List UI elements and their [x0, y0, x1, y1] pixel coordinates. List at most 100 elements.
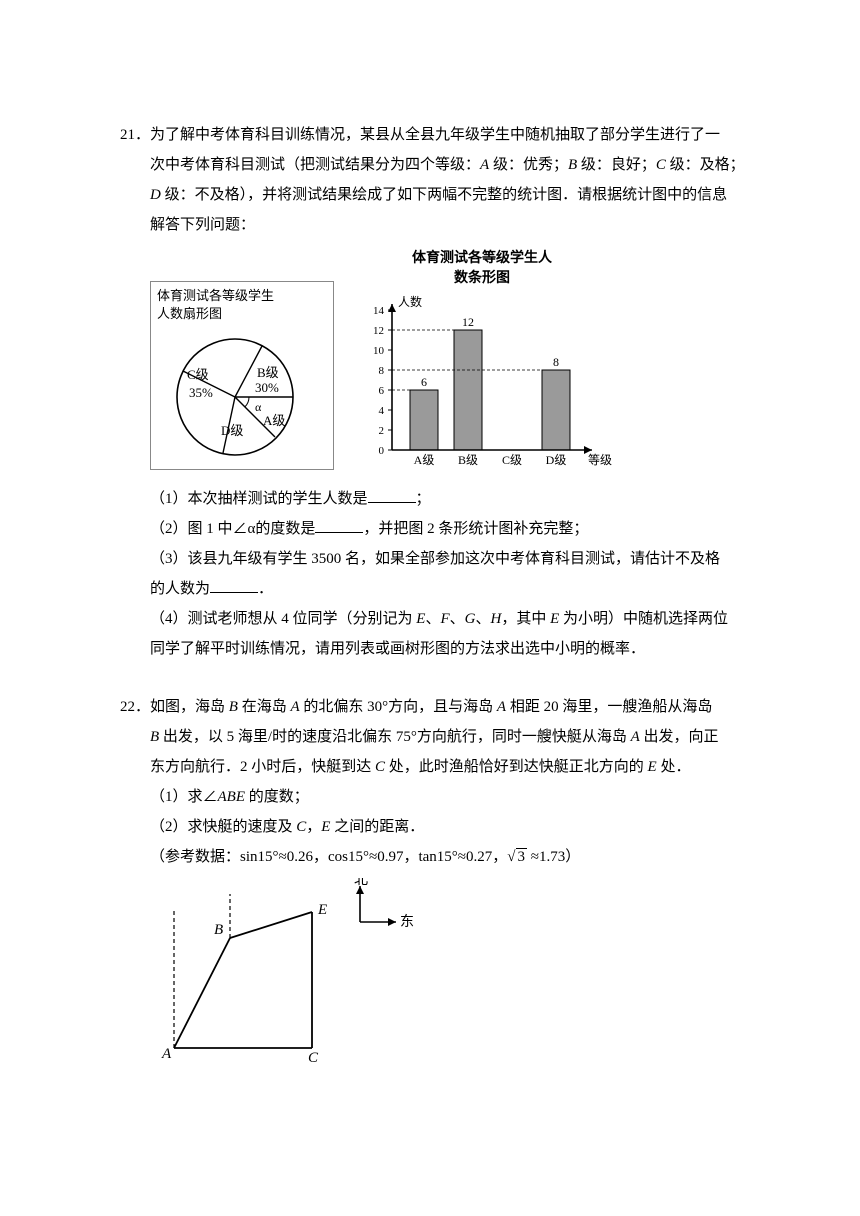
q22-a1: A [290, 699, 299, 715]
blank-3[interactable] [210, 577, 258, 593]
question-21: 21．为了解中考体育科目训练情况，某县从全县九年级学生中随机抽取了部分学生进行了… [120, 120, 760, 664]
q21-line2: 次中考体育科目测试（把测试结果分为四个等级：A 级：优秀；B 级：良好；C 级：… [120, 150, 760, 180]
grade-d-txt: 级：不及格），并将测试结果绘成了如下两幅不完整的统计图．请根据统计图中的信息 [161, 187, 727, 203]
q22-l2b: 出发，以 5 海里/时的速度沿北偏东 75°方向航行，同时一艘快艇从海岛 [159, 729, 630, 745]
sqrt3: 3 [516, 848, 528, 865]
q22-p2-tail: 之间的距离． [330, 819, 424, 835]
pie-c-label: C级 [187, 367, 209, 382]
q21-p2a: （2）图 1 中∠α的度数是 [150, 521, 315, 537]
q22-l2c: 出发，向正 [640, 729, 719, 745]
bar-chart-container: 体育测试各等级学生人 数条形图 6128 人数 等级 02468101214 A… [352, 250, 612, 470]
q22-p1-tail: 的度数； [245, 789, 309, 805]
q21-h: H [491, 611, 502, 627]
q21-p4a: （4）测试老师想从 4 位同学（分别记为 [150, 611, 416, 627]
q22-line3: 东方向航行．2 小时后，快艇到达 C 处，此时渔船恰好到达快艇正北方向的 E 处… [120, 752, 760, 782]
bar-chart-svg: 6128 人数 等级 02468101214 A级B级C级D级 [352, 290, 612, 470]
q22-l3c: 处． [657, 759, 691, 775]
q22-approx: ≈1.73） [531, 849, 580, 865]
question-22: 22．如图，海岛 B 在海岛 A 的北偏东 30°方向，且与海岛 A 相距 20… [120, 692, 760, 1068]
svg-text:D级: D级 [546, 453, 567, 467]
svg-text:8: 8 [553, 355, 559, 369]
q22-b2: B [150, 729, 159, 745]
q21-p4-mid2: 为小明）中随机选择两位 [559, 611, 728, 627]
q22-p2: （2）求快艇的速度及 [150, 819, 296, 835]
q22-line1: 22．如图，海岛 B 在海岛 A 的北偏东 30°方向，且与海岛 A 相距 20… [120, 692, 760, 722]
y-axis-label: 人数 [398, 294, 422, 309]
east-label: 东 [400, 914, 414, 930]
svg-text:12: 12 [373, 325, 384, 337]
q22-a2: A [497, 699, 506, 715]
q22-diagram: 北 东 A B C E [150, 878, 760, 1068]
pie-title1: 体育测试各等级学生 [157, 288, 327, 305]
pie-title2: 人数扇形图 [157, 306, 327, 323]
pie-b-pct: 30% [255, 380, 279, 395]
pie-chart-container: 体育测试各等级学生 人数扇形图 α B级 30% C级 3 [150, 281, 334, 471]
q21-number: 21． [120, 127, 150, 143]
svg-text:B级: B级 [458, 453, 478, 467]
q22-l1b: 在海岛 [238, 699, 291, 715]
blank-1[interactable] [368, 487, 416, 503]
q21-p2b: ，并把图 2 条形统计图补充完整； [363, 521, 588, 537]
pie-d-label: D级 [221, 423, 243, 438]
q21-e: E [416, 611, 425, 627]
q21-sub1: （1）本次抽样测试的学生人数是 ； [120, 484, 760, 514]
q22-c1: C [375, 759, 385, 775]
svg-text:8: 8 [379, 365, 385, 377]
svg-text:6: 6 [379, 385, 385, 397]
q22-c2: C [296, 819, 306, 835]
svg-text:C级: C级 [502, 453, 522, 467]
q21-p3-tail: ． [258, 581, 273, 597]
q22-e1: E [648, 759, 657, 775]
q21-sub4b: 同学了解平时训练情况，请用列表或画树形图的方法求出选中小明的概率． [120, 634, 760, 664]
q21-p3b: 的人数为 [150, 581, 210, 597]
q21-e2: E [550, 611, 559, 627]
svg-text:12: 12 [462, 315, 474, 329]
svg-text:A级: A级 [414, 453, 435, 467]
pie-a-label: A级 [263, 413, 285, 428]
bar-title1: 体育测试各等级学生人 [352, 250, 612, 268]
pt-a: A [161, 1046, 172, 1062]
q22-l1c: 的北偏东 30°方向，且与海岛 [300, 699, 497, 715]
q22-a3: A [631, 729, 640, 745]
bar-title2: 数条形图 [352, 270, 612, 288]
q22-l1a: 如图，海岛 [150, 699, 229, 715]
q22-ref-text: （参考数据：sin15°≈0.26，cos15°≈0.97，tan15°≈0.2… [150, 849, 507, 865]
svg-text:0: 0 [379, 445, 385, 457]
q21-line1: 为了解中考体育科目训练情况，某县从全县九年级学生中随机抽取了部分学生进行了一 [150, 127, 720, 143]
svg-text:14: 14 [373, 305, 385, 317]
q22-p1: （1）求∠ [150, 789, 218, 805]
svg-text:10: 10 [373, 345, 385, 357]
grade-a-txt: 级：优秀； [489, 157, 568, 173]
alpha-label: α [255, 400, 262, 414]
grade-c-label: C [656, 157, 666, 173]
svg-text:4: 4 [379, 405, 385, 417]
q21-sub2: （2）图 1 中∠α的度数是 ，并把图 2 条形统计图补充完整； [120, 514, 760, 544]
q22-ref: （参考数据：sin15°≈0.26，cos15°≈0.97，tan15°≈0.2… [120, 842, 760, 872]
sqrt-icon: √3 [507, 842, 527, 872]
north-label: 北 [354, 878, 368, 888]
q22-l3a: 东方向航行．2 小时后，快艇到达 [150, 759, 375, 775]
q22-l1d: 相距 20 海里，一艘渔船从海岛 [506, 699, 712, 715]
q21-line4: 解答下列问题： [120, 210, 760, 240]
pie-chart-svg: α B级 30% C级 35% D级 A级 [157, 325, 313, 465]
grade-b-label: B [568, 157, 577, 173]
q22-sub2: （2）求快艇的速度及 C，E 之间的距离． [120, 812, 760, 842]
q21-l2a: 次中考体育科目测试（把测试结果分为四个等级： [150, 157, 480, 173]
svg-text:6: 6 [421, 375, 427, 389]
q21-line3: D 级：不及格），并将测试结果绘成了如下两幅不完整的统计图．请根据统计图中的信息 [120, 180, 760, 210]
q21-p1-tail: ； [416, 491, 431, 507]
pie-b-label: B级 [257, 365, 279, 380]
q21-sub4a: （4）测试老师想从 4 位同学（分别记为 E、F、G、H，其中 E 为小明）中随… [120, 604, 760, 634]
q22-sep: ， [306, 819, 321, 835]
q21-sub3a: （3）该县九年级有学生 3500 名，如果全部参加这次中考体育科目测试，请估计不… [120, 544, 760, 574]
pt-e: E [317, 902, 327, 918]
q21-p1-text: （1）本次抽样测试的学生人数是 [150, 491, 368, 507]
blank-2[interactable] [315, 517, 363, 533]
grade-a-label: A [480, 157, 489, 173]
pt-b: B [214, 922, 223, 938]
grade-c-txt: 级：及格； [666, 157, 745, 173]
q22-abe: ABE [218, 789, 246, 805]
q22-svg: 北 东 A B C E [150, 878, 430, 1068]
svg-text:2: 2 [379, 425, 385, 437]
q21-f: F [440, 611, 449, 627]
